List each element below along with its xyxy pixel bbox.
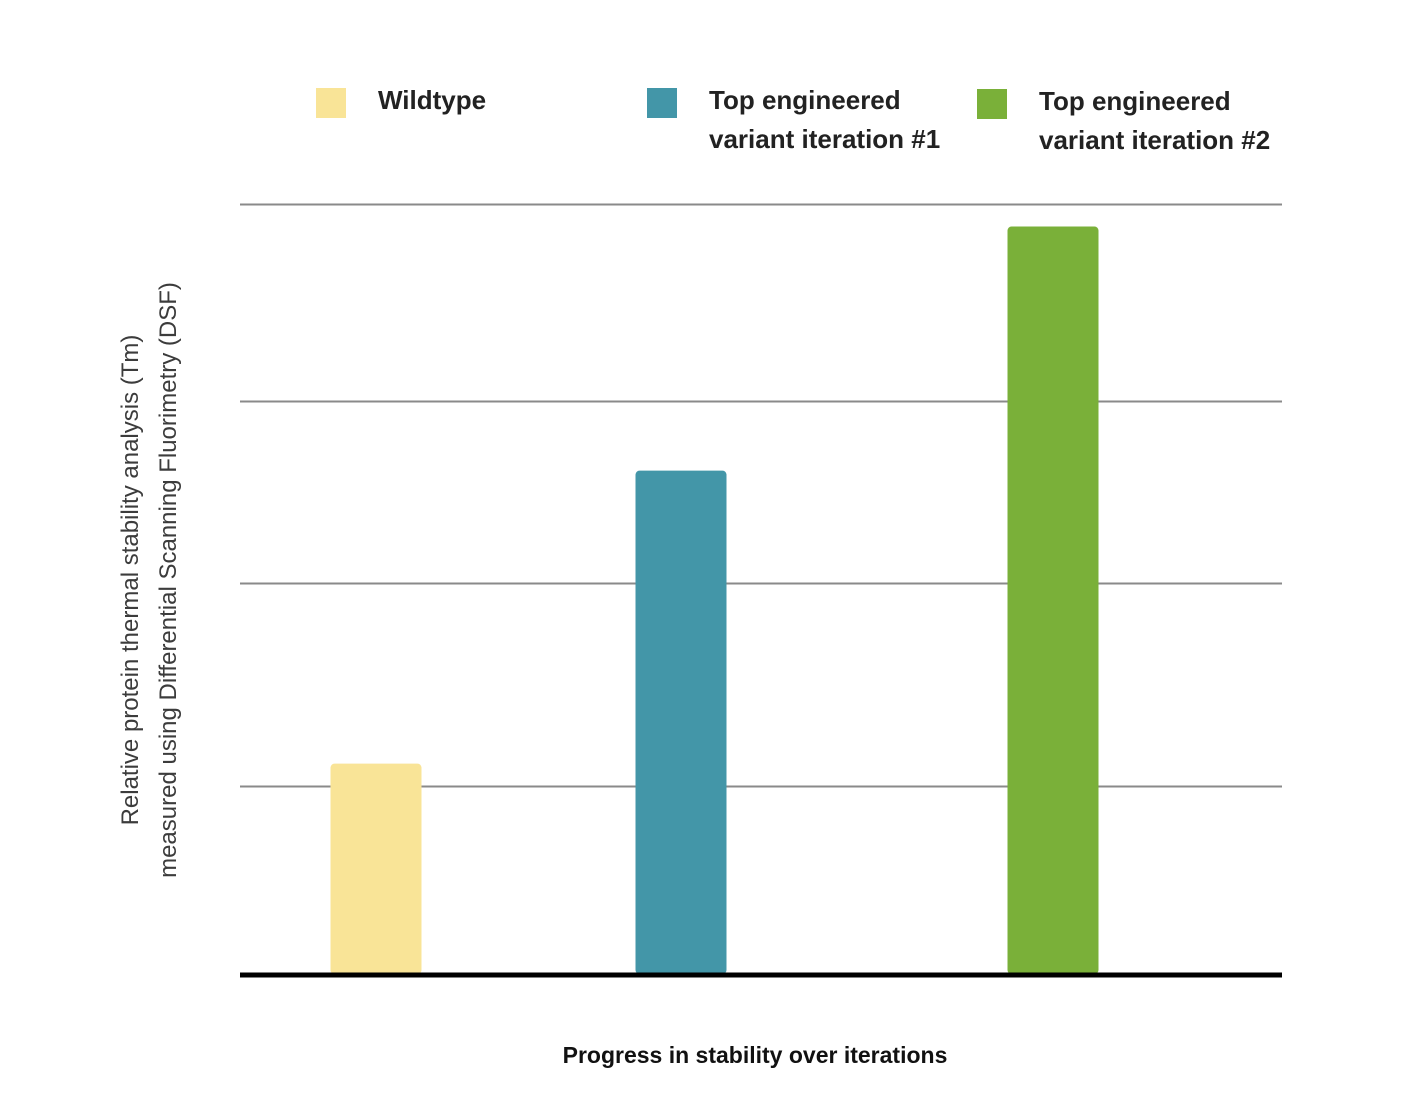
x-axis-title: Progress in stability over iterations	[562, 1042, 948, 1068]
bar-iteration-2	[1007, 226, 1099, 974]
legend-swatch-wildtype	[316, 88, 346, 118]
y-axis-title: Relative protein thermal stability analy…	[117, 282, 182, 878]
legend-item-iteration-2: Top engineered variant iteration #2	[977, 86, 1270, 160]
bar-wildtype	[330, 763, 422, 974]
legend-label-iteration-2: Top engineered variant iteration #2	[1039, 86, 1271, 155]
legend-item-wildtype: Wildtype	[316, 85, 486, 120]
bar-iteration-1	[635, 470, 727, 974]
legend-label-iteration-1: Top engineered variant iteration #1	[709, 85, 941, 154]
bars	[330, 226, 1099, 974]
legend-swatch-iteration-1	[647, 88, 677, 118]
gridlines	[240, 203, 1282, 788]
legend-swatch-iteration-2	[977, 89, 1007, 119]
legend-item-iteration-1: Top engineered variant iteration #1	[647, 85, 940, 159]
legend-label-wildtype: Wildtype	[378, 85, 487, 115]
